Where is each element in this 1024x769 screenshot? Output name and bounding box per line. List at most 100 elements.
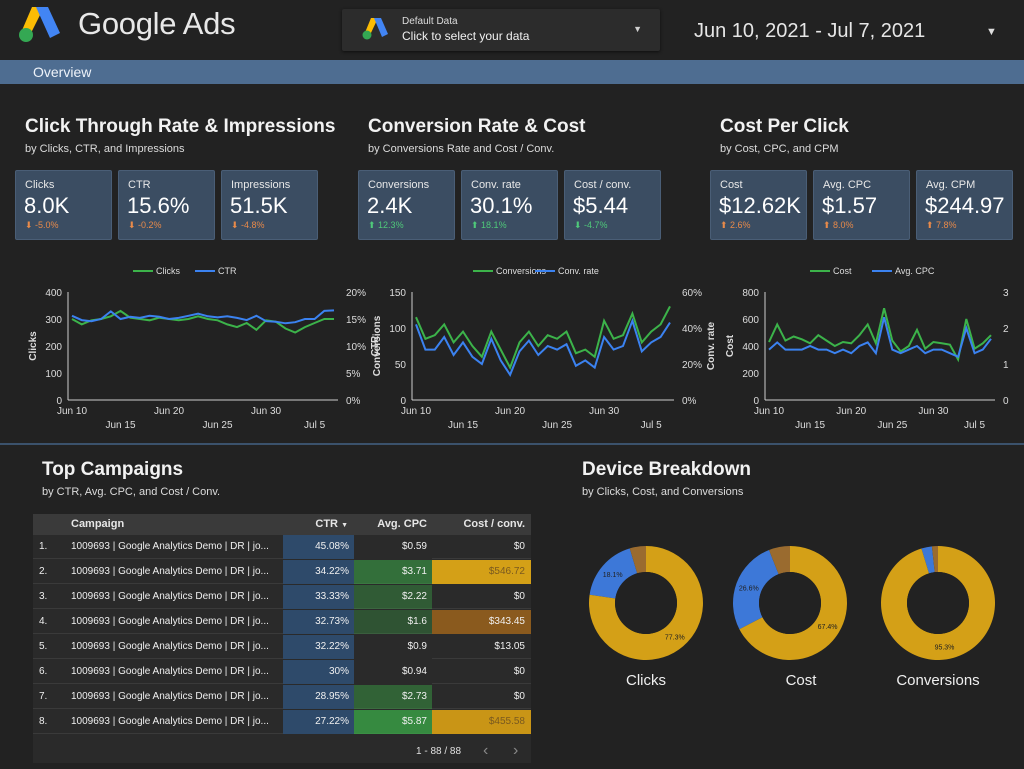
section-title-ctr: Click Through Rate & Impressions xyxy=(25,116,336,137)
row-number: 5. xyxy=(39,641,48,652)
avg-cpc-value: $5.87 xyxy=(354,710,432,734)
donut-slice[interactable] xyxy=(931,546,938,573)
metric-delta: ⬇ -0.2% xyxy=(128,220,162,231)
metric-delta-value: -5.0% xyxy=(35,220,59,230)
x-tick: Jun 15 xyxy=(448,420,478,431)
row-number: 8. xyxy=(39,716,48,727)
y-right-tick: 20% xyxy=(346,288,366,299)
chart-clicks-ctr: Clicks CTR 400 300 200 100 0 20% 15% 10% 5% 0% Click… xyxy=(28,266,381,431)
date-range-picker[interactable]: Jun 10, 2021 - Jul 7, 2021 xyxy=(694,20,926,42)
date-caret-down-icon[interactable]: ▼ xyxy=(986,26,997,38)
y-left-axis-title: Cost xyxy=(725,334,736,357)
ctr-value: 33.33% xyxy=(283,585,354,609)
table-row[interactable]: 7. 1009693 | Google Analytics Demo | DR |… xyxy=(33,685,531,709)
y-left-tick: 200 xyxy=(742,369,759,380)
x-tick: Jun 10 xyxy=(754,406,784,417)
donut-slice[interactable] xyxy=(589,548,638,599)
section-subtitle-cpc: by Cost, CPC, and CPM xyxy=(720,143,839,155)
google-ads-small-icon xyxy=(362,18,388,40)
metric-label: CTR xyxy=(128,179,151,191)
cost-per-conv-value: $13.05 xyxy=(494,641,525,652)
table-row[interactable]: 1. 1009693 | Google Analytics Demo | DR |… xyxy=(33,535,531,559)
metric-value: $12.62K xyxy=(719,193,801,218)
column-header-campaign[interactable]: Campaign xyxy=(71,518,125,530)
cost-per-conv-value: $546.72 xyxy=(432,560,531,584)
avg-cpc-value: $0.9 xyxy=(354,635,432,659)
tab-overview[interactable]: Overview xyxy=(33,64,92,80)
metric-delta-value: -4.8% xyxy=(241,220,265,230)
campaign-name: 1009693 | Google Analytics Demo | DR | j… xyxy=(71,641,269,652)
column-header-cost-conv[interactable]: Cost / conv. xyxy=(463,518,525,530)
x-tick: Jun 20 xyxy=(154,406,184,417)
donut-slice[interactable] xyxy=(733,550,779,630)
y-left-tick: 0 xyxy=(56,396,62,407)
table-row[interactable]: 3. 1009693 | Google Analytics Demo | DR |… xyxy=(33,585,531,609)
table-row[interactable]: 8. 1009693 | Google Analytics Demo | DR |… xyxy=(33,710,531,734)
campaign-name: 1009693 | Google Analytics Demo | DR | j… xyxy=(71,541,269,552)
metric-value: $1.57 xyxy=(822,193,878,218)
x-tick: Jul 5 xyxy=(304,420,326,431)
column-header-avg-cpc[interactable]: Avg. CPC xyxy=(377,518,427,530)
ctr-value: 32.22% xyxy=(283,635,354,659)
arrow-down-icon: ⬇ xyxy=(128,220,139,230)
donut-slice[interactable] xyxy=(921,546,935,574)
series-line-clicks xyxy=(71,309,334,334)
y-left-axis-title: Conversions xyxy=(372,315,383,376)
metric-value: $244.97 xyxy=(925,193,1005,218)
y-left-tick: 800 xyxy=(742,288,759,299)
cost-per-conv-value: $0 xyxy=(513,666,525,677)
y-left-tick: 400 xyxy=(45,288,62,299)
legend-label: Cost xyxy=(833,266,852,276)
x-tick: Jun 25 xyxy=(877,420,907,431)
donut-conversions: 95.3% xyxy=(881,546,996,660)
donut-clicks: 77.3% 18.1% xyxy=(588,546,703,660)
donut-slice[interactable] xyxy=(629,546,646,574)
table-row[interactable]: 4. 1009693 | Google Analytics Demo | DR |… xyxy=(33,610,531,634)
sort-desc-icon: ▼ xyxy=(341,522,348,529)
x-tick: Jun 25 xyxy=(542,420,572,431)
legend-label: Conv. rate xyxy=(558,266,599,276)
section-title-cpc: Cost Per Click xyxy=(720,116,849,137)
table-row[interactable]: 6. 1009693 | Google Analytics Demo | DR |… xyxy=(33,660,531,684)
avg-cpc-value: $2.73 xyxy=(354,685,432,709)
campaign-name: 1009693 | Google Analytics Demo | DR | j… xyxy=(71,566,269,577)
metric-delta: ⬆ 2.6% xyxy=(720,220,751,231)
metric-label: Clicks xyxy=(25,179,55,191)
campaign-name: 1009693 | Google Analytics Demo | DR | j… xyxy=(71,666,269,677)
series-line-avg-cpc xyxy=(768,316,992,359)
metric-delta: ⬆ 18.1% xyxy=(471,220,507,231)
column-header-ctr[interactable]: CTR ▼ xyxy=(283,514,354,535)
donut-slice[interactable] xyxy=(881,546,996,660)
metric-card-ctr-2: Impressions 51.5K ⬇ -4.8% xyxy=(221,170,318,240)
y-right-tick: 40% xyxy=(682,324,702,335)
donut-title-cost: Cost xyxy=(785,672,817,689)
cost-per-conv-value: $343.45 xyxy=(432,610,531,634)
donut-slice[interactable] xyxy=(588,546,703,660)
table-row[interactable]: 5. 1009693 | Google Analytics Demo | DR |… xyxy=(33,635,531,659)
x-tick: Jun 30 xyxy=(589,406,619,417)
metric-card-cpc-0: Cost $12.62K ⬆ 2.6% xyxy=(710,170,807,240)
row-number: 2. xyxy=(39,566,48,577)
avg-cpc-value: $3.71 xyxy=(354,560,432,584)
table-row[interactable]: 2. 1009693 | Google Analytics Demo | DR |… xyxy=(33,560,531,584)
avg-cpc-value: $0.59 xyxy=(354,535,432,559)
brand-title: Google Ads xyxy=(78,6,236,41)
pagination-next-icon[interactable]: › xyxy=(513,742,519,759)
campaign-name: 1009693 | Google Analytics Demo | DR | j… xyxy=(71,591,269,602)
data-source-selector[interactable]: Default Data Click to select your data ▼ xyxy=(342,9,660,51)
metric-delta: ⬆ 8.0% xyxy=(823,220,854,231)
metric-value: 15.6% xyxy=(127,193,190,218)
series-line-conv-rate xyxy=(415,317,671,377)
y-right-tick: 0 xyxy=(1003,396,1009,407)
section-title-devices: Device Breakdown xyxy=(582,459,751,480)
donut-slice[interactable] xyxy=(739,546,848,660)
donut-slice[interactable] xyxy=(769,546,790,575)
y-left-tick: 400 xyxy=(742,342,759,353)
data-selector-title: Default Data xyxy=(402,16,458,27)
cost-per-conv-value: $455.58 xyxy=(432,710,531,734)
metric-card-cpc-1: Avg. CPC $1.57 ⬆ 8.0% xyxy=(813,170,910,240)
y-left-tick: 150 xyxy=(389,288,406,299)
pagination-prev-icon[interactable]: ‹ xyxy=(483,742,489,759)
metric-delta: ⬇ -5.0% xyxy=(25,220,59,231)
